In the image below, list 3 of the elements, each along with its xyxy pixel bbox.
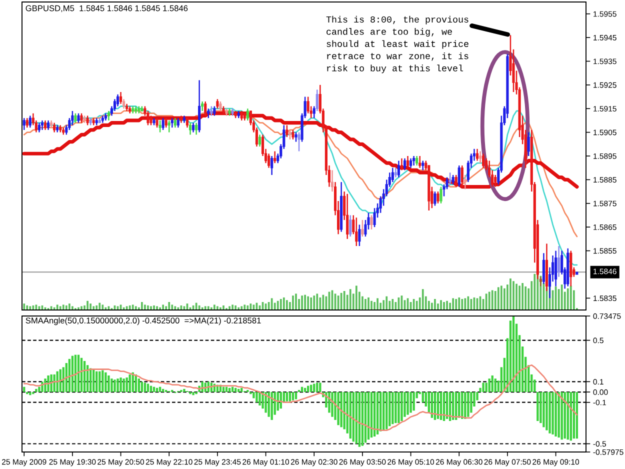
annotation: This is 8:00, the provious candles are too big, we should at least wait price retrace to war zone, it is risk to buy at this level xyxy=(326,16,468,74)
chart-title: GBPUSD,M5 1.5845 1.5846 1.5845 1.5846 xyxy=(26,5,188,12)
chart-title: SMAAngle(50,0.15000000,2.0) -0.452500 =>MA(21) -0.218581 xyxy=(26,317,261,326)
